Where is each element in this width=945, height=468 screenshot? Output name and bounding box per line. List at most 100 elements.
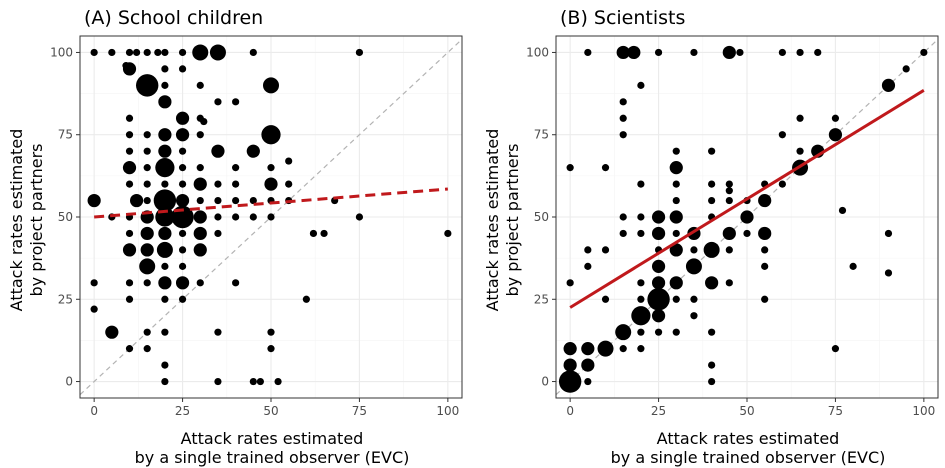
data-point [778,131,786,139]
data-point [264,177,278,191]
data-point [884,269,893,277]
data-point [690,48,698,57]
panel-school-children: (A) School children Attack rates estimat… [7,7,463,467]
x-tick-label: 25 [175,404,190,418]
data-point [193,226,207,241]
data-point [249,48,257,57]
data-point [285,157,293,165]
data-point [136,74,159,97]
data-point [178,180,187,188]
data-point [637,229,645,238]
data-point [175,193,190,208]
y-tick-label: 100 [526,45,549,59]
data-point [722,45,736,60]
regression-line [569,89,925,309]
y-tick-label: 25 [58,292,73,306]
data-point [178,48,187,57]
data-point [196,81,204,89]
y-tick-label: 75 [58,128,73,142]
data-point [143,279,151,287]
data-point [211,144,225,158]
data-point [214,213,222,221]
data-point [796,48,804,57]
data-point [178,65,187,73]
data-point [90,48,98,57]
y-tick-label: 0 [541,375,549,389]
regression-line [94,187,448,219]
data-point [143,328,151,336]
data-point [884,229,893,238]
data-point [263,77,279,94]
data-point [214,328,222,336]
x-tick-label: 75 [828,404,843,418]
data-point [200,117,208,126]
data-point [563,358,577,372]
data-point [758,226,772,241]
data-point [125,345,134,353]
x-tick-label: 25 [651,404,666,418]
data-point [690,295,698,303]
data-point [125,229,134,238]
data-point [158,226,172,241]
data-point [196,164,204,172]
data-point [161,295,169,303]
data-point [849,262,857,270]
data-point [563,342,577,356]
data-point [192,44,209,61]
y-tick-label: 100 [50,45,73,59]
data-point [249,196,257,205]
data-point [214,196,222,205]
data-point [828,128,843,142]
data-point [584,262,592,270]
data-point [161,328,169,336]
data-point [267,328,275,336]
data-point [125,131,134,139]
data-point [584,377,592,386]
data-point [703,241,720,258]
y-tick-label: 50 [534,210,549,224]
data-point [140,226,154,241]
panel-title: (B) Scientists [560,7,685,29]
data-point [619,98,627,106]
data-point [761,262,769,270]
data-point [143,180,151,188]
data-point [125,114,134,122]
data-point [143,48,151,57]
data-point [355,213,364,221]
data-point [708,328,716,336]
data-point [558,370,582,393]
data-point [125,295,134,303]
data-point [178,246,187,254]
x-tick-label: 0 [566,404,574,418]
data-point [627,45,641,60]
data-point [267,345,275,353]
data-point [601,295,610,303]
data-point [274,377,282,386]
data-point [743,229,751,238]
data-point [902,65,910,73]
data-point [143,164,151,172]
data-point [232,196,240,205]
data-point [161,377,169,386]
data-point [158,144,172,158]
data-point [651,259,666,273]
data-point [125,147,134,155]
data-point [196,279,204,287]
data-point [90,305,98,313]
x-tick-label: 100 [436,404,459,418]
x-tick-label: 100 [912,404,935,418]
data-point [584,48,592,57]
data-point [637,180,645,188]
data-point [129,193,144,208]
data-point [651,226,666,241]
data-point [155,158,175,178]
data-point [178,262,187,270]
data-point [615,324,632,341]
data-point [122,243,137,257]
data-point [232,164,240,172]
data-point [256,377,264,386]
data-point [725,187,733,195]
data-point [161,180,169,188]
data-point [267,213,275,221]
data-point [90,279,98,287]
